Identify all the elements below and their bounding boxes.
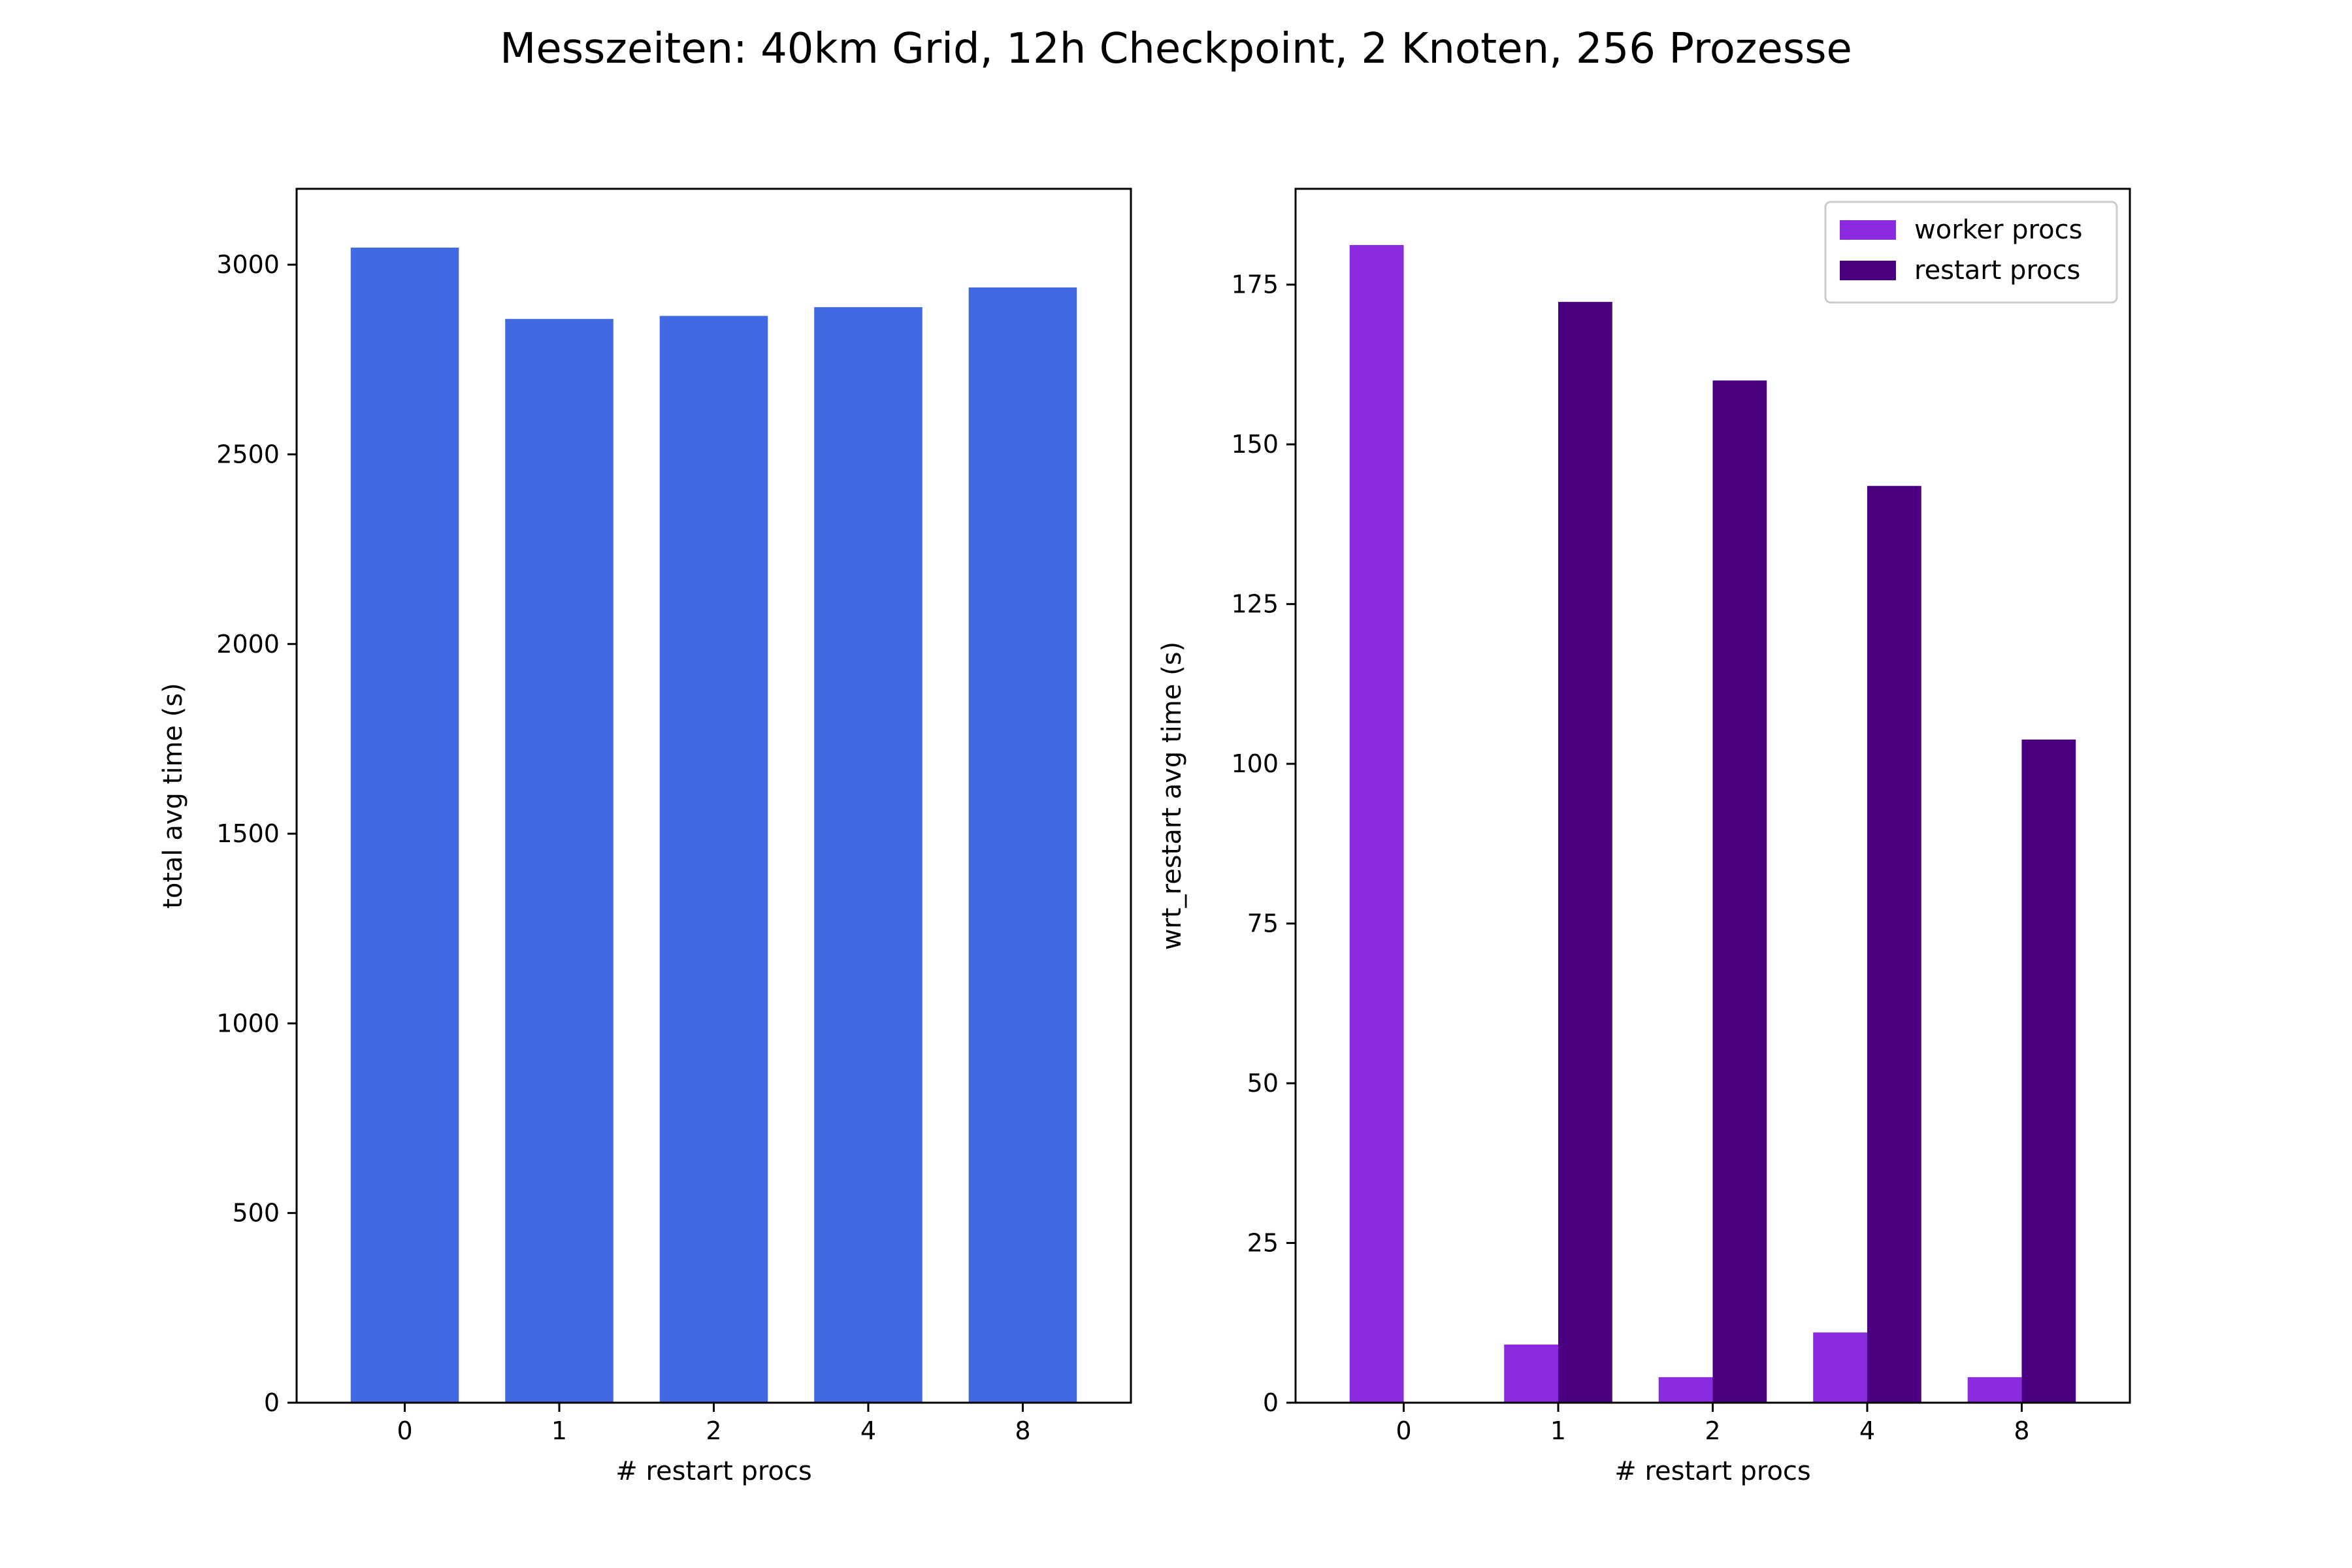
right-y-tick-label-50: 50 — [1247, 1069, 1279, 1098]
left-x-tick-label-8: 8 — [1015, 1416, 1030, 1445]
right-legend-label-worker-procs: worker procs — [1914, 215, 2082, 245]
left-bar-series-8 — [968, 287, 1077, 1403]
right-bar-restart-procs-2 — [1712, 380, 1767, 1403]
left-bar-series-2 — [659, 316, 768, 1403]
right-legend-box — [1824, 201, 2118, 304]
right-bar-worker-procs-2 — [1658, 1377, 1713, 1403]
left-x-axis-label: # restart procs — [615, 1456, 812, 1486]
left-bar-series-0 — [350, 248, 459, 1403]
left-y-tick-label-1500: 1500 — [216, 819, 280, 848]
right-legend-swatch-worker-procs — [1840, 220, 1896, 240]
left-bar-series-1 — [505, 319, 613, 1403]
right-y-axis-label: wrt_restart avg time (s) — [1157, 642, 1187, 950]
left-axes-frame — [295, 188, 1132, 1404]
right-y-tick-label-175: 175 — [1231, 270, 1279, 299]
right-legend-label-restart-procs: restart procs — [1914, 255, 2080, 286]
left-x-tick-label-2: 2 — [706, 1416, 721, 1445]
right-legend-swatch-restart-procs — [1840, 261, 1896, 280]
left-y-tick-label-500: 500 — [232, 1199, 280, 1228]
right-y-tick-label-125: 125 — [1231, 590, 1279, 619]
right-x-tick-label-0: 0 — [1396, 1416, 1411, 1445]
right-x-axis-label: # restart procs — [1614, 1456, 1811, 1486]
right-x-tick-label-4: 4 — [1859, 1416, 1875, 1445]
left-x-tick-label-0: 0 — [397, 1416, 412, 1445]
left-y-tick-label-2500: 2500 — [216, 440, 280, 468]
right-bar-restart-procs-4 — [1867, 485, 1921, 1403]
right-y-tick-label-0: 0 — [1263, 1388, 1279, 1417]
right-x-tick-label-1: 1 — [1550, 1416, 1566, 1445]
right-bar-restart-procs-1 — [1558, 302, 1612, 1403]
right-x-tick-label-8: 8 — [2014, 1416, 2029, 1445]
right-legend: worker procs restart procs — [1824, 201, 2118, 304]
right-bar-worker-procs-0 — [1349, 245, 1404, 1403]
right-bar-worker-procs-1 — [1504, 1345, 1559, 1403]
left-chart: 0 1 2 4 8 0 500 1000 1500 2000 2500 3000 # restart p… — [158, 188, 1132, 1486]
left-y-tick-label-0: 0 — [264, 1388, 280, 1417]
left-y-tick-label-1000: 1000 — [216, 1009, 280, 1037]
right-bar-worker-procs-4 — [1813, 1332, 1867, 1403]
left-y-axis-label: total avg time (s) — [158, 683, 188, 909]
right-y-tick-label-25: 25 — [1247, 1229, 1279, 1258]
left-bar-series-4 — [814, 307, 923, 1403]
right-y-tick-label-75: 75 — [1247, 909, 1279, 938]
right-axes-frame — [1294, 188, 2131, 1404]
right-y-tick-label-100: 100 — [1231, 749, 1279, 778]
right-y-tick-label-150: 150 — [1231, 430, 1279, 459]
right-bar-restart-procs-8 — [2021, 739, 2076, 1403]
left-x-tick-label-4: 4 — [860, 1416, 876, 1445]
right-chart: 0 1 2 4 8 0 25 50 75 100 125 150 175 # restart procs w… — [1157, 188, 2131, 1486]
left-x-tick-label-1: 1 — [551, 1416, 567, 1445]
right-x-tick-label-2: 2 — [1705, 1416, 1720, 1445]
right-bar-worker-procs-8 — [1967, 1377, 2022, 1403]
left-y-tick-label-3000: 3000 — [216, 250, 280, 279]
figure-title: Messzeiten: 40km Grid, 12h Checkpoint, 2… — [500, 25, 1852, 73]
left-y-tick-label-2000: 2000 — [216, 630, 280, 659]
